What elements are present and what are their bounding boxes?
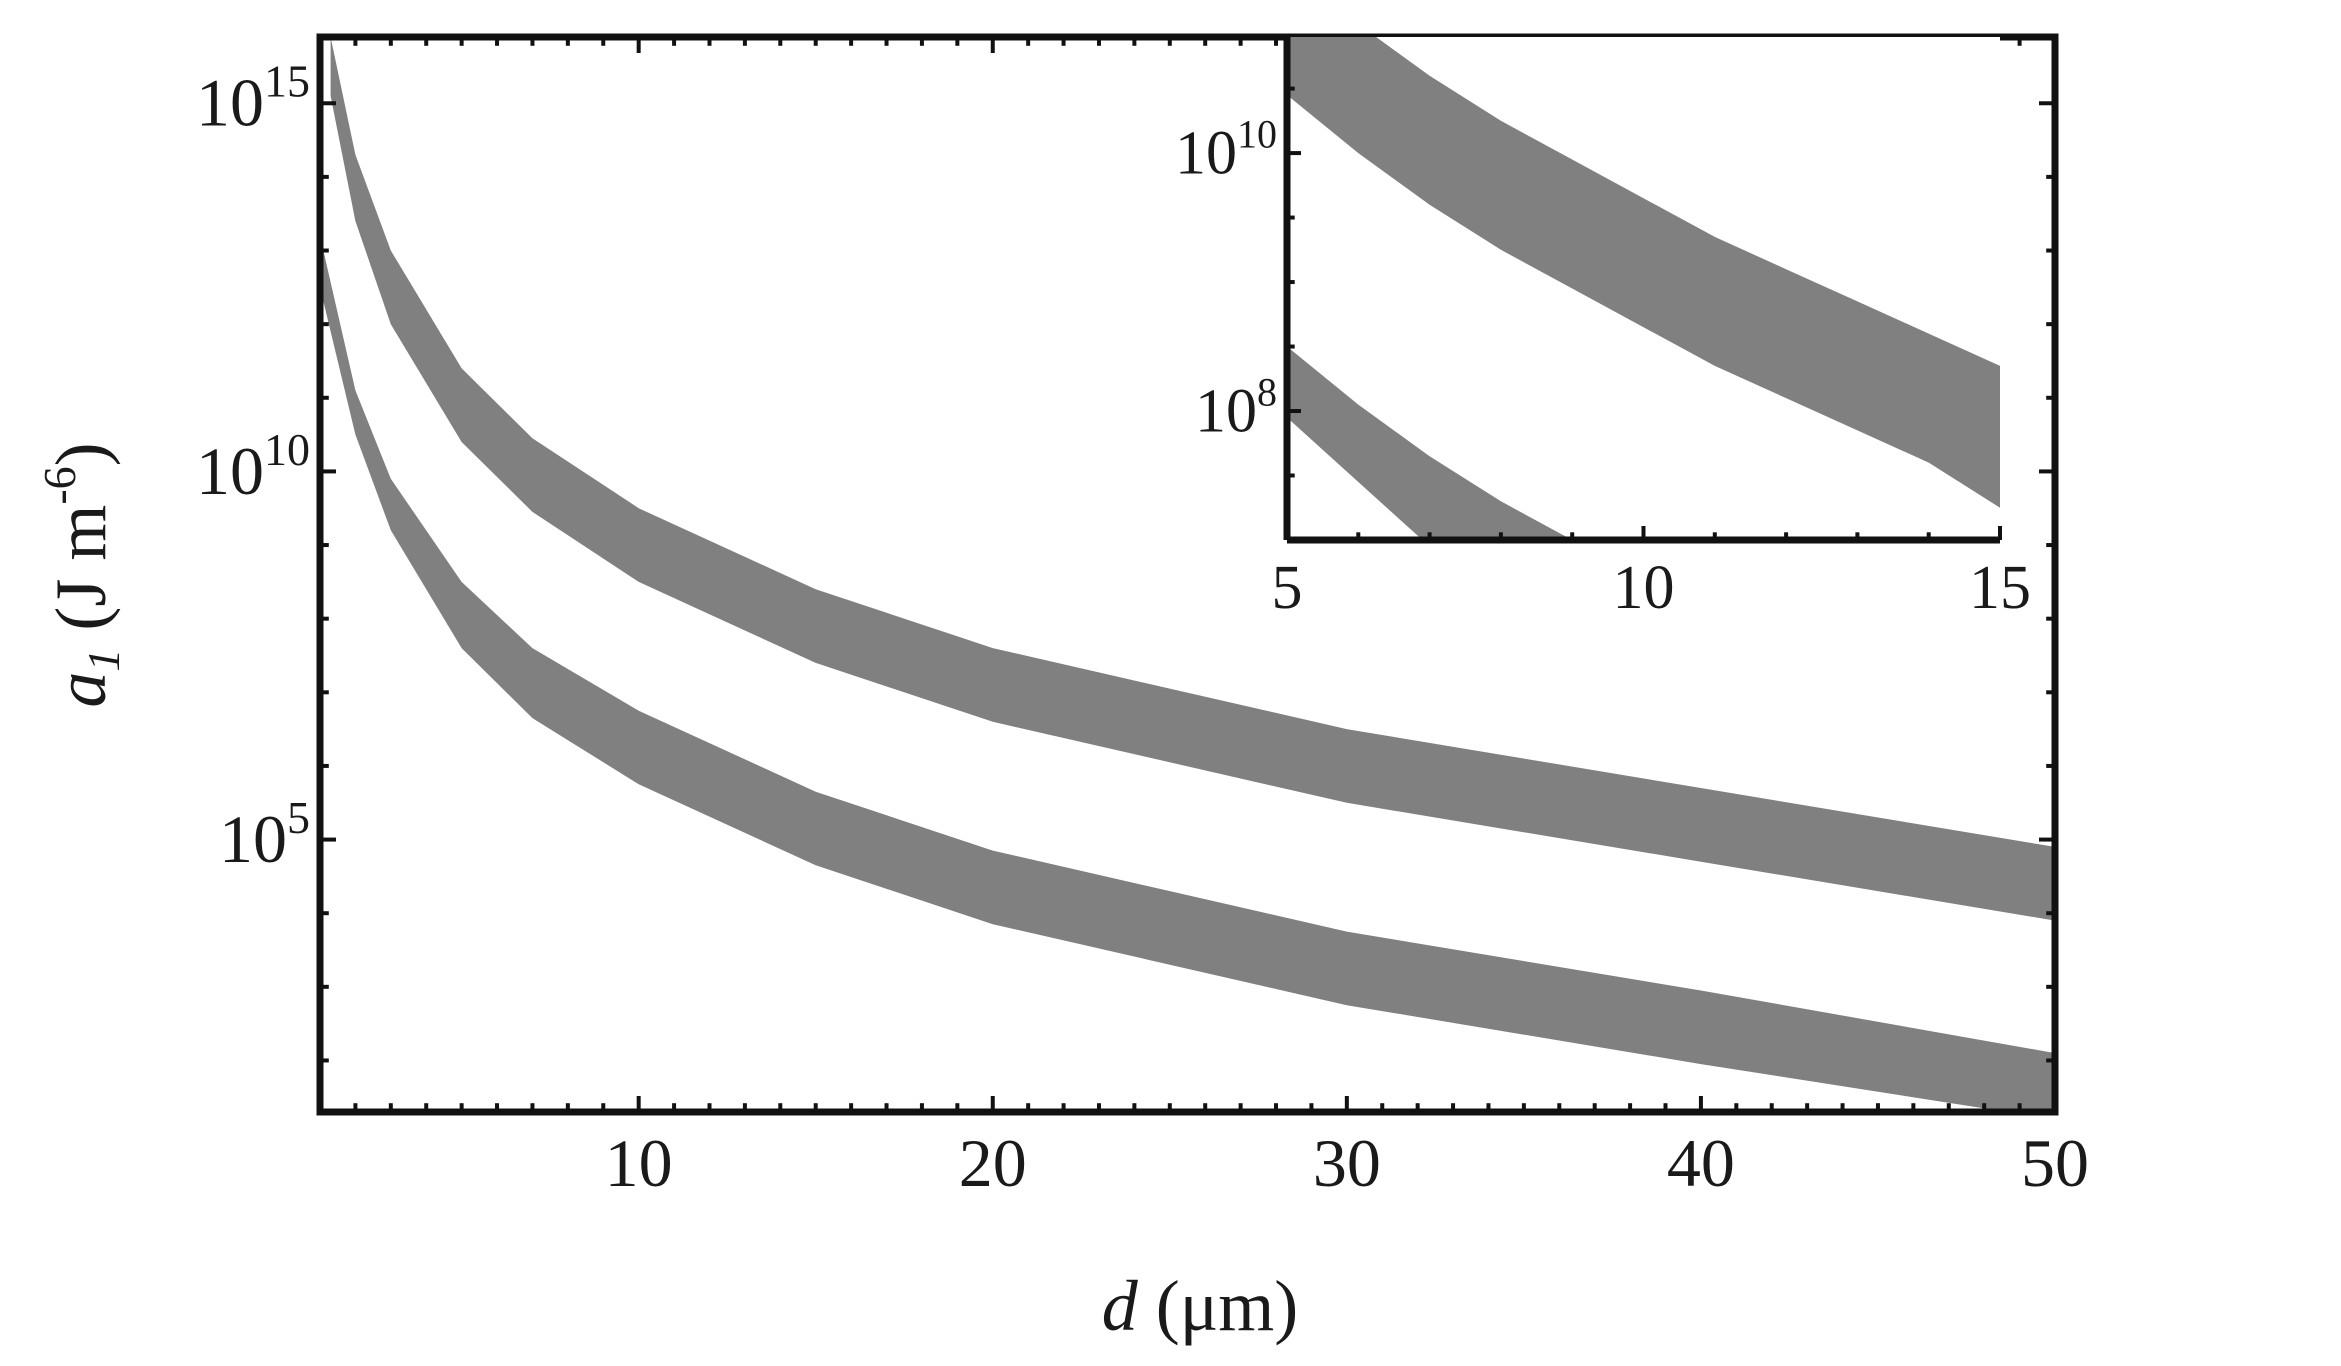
inset-band-1 (1287, 37, 2000, 508)
main-x-tick-label: 20 (959, 1125, 1027, 1201)
inset-x-tick-labels: 5 10 15 (1272, 554, 2032, 622)
inset-plot: 5 10 15 1010 108 (1175, 37, 2032, 622)
main-y-tick-labels: 1015 1010 105 (196, 56, 310, 877)
main-y-tick-label: 1010 (196, 424, 310, 509)
inset-y-tick-label: 108 (1195, 369, 1277, 445)
main-x-tick-label: 10 (605, 1125, 673, 1201)
y-axis-title: a1 (J m-6) (34, 442, 129, 707)
inset-y-tick-label: 1010 (1175, 112, 1277, 188)
inset-x-tick-label: 5 (1272, 554, 1303, 622)
x-axis-title: d (μm) (1102, 1266, 1299, 1346)
main-bands (320, 37, 2055, 1112)
main-x-tick-label: 30 (1313, 1125, 1381, 1201)
inset-band-2 (1287, 346, 1573, 540)
main-y-tick-label: 105 (219, 792, 310, 877)
main-band-1 (330, 37, 2055, 921)
main-x-tick-labels: 10 20 30 40 50 (605, 1125, 2089, 1201)
main-x-tick-label: 40 (1667, 1125, 1735, 1201)
main-x-tick-label: 50 (2021, 1125, 2089, 1201)
inset-x-tick-label: 10 (1613, 554, 1675, 622)
main-y-tick-label: 1015 (196, 56, 310, 141)
inset-ticks (1285, 86, 2002, 542)
main-plot-frame (316, 33, 2059, 1116)
inset-bands (1287, 37, 2000, 540)
inset-x-tick-label: 15 (1969, 554, 2031, 622)
inset-y-tick-labels: 1010 108 (1175, 112, 1277, 446)
main-band-2 (320, 235, 2055, 1112)
